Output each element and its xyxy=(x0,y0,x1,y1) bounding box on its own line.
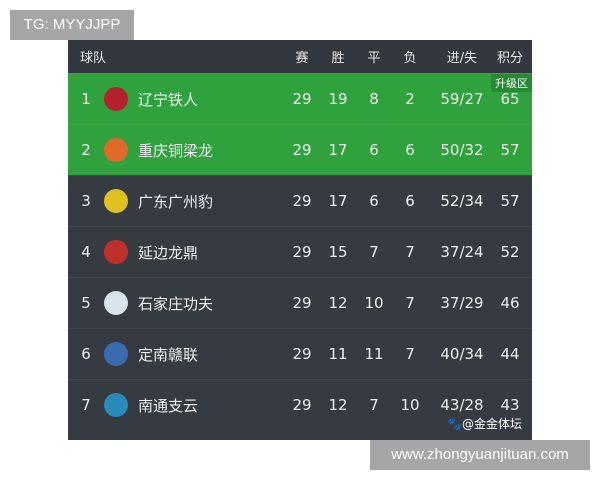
team-name: 定南赣联 xyxy=(138,345,199,364)
goals: 43/28 xyxy=(440,396,484,414)
points: 57 xyxy=(500,192,520,210)
won: 11 xyxy=(328,345,348,363)
team-name: 辽宁铁人 xyxy=(138,90,199,109)
header-goals: 进/失 xyxy=(446,51,478,66)
team-name: 广东广州豹 xyxy=(138,192,214,211)
played: 29 xyxy=(292,396,312,414)
won: 12 xyxy=(328,396,348,414)
points: 44 xyxy=(500,345,520,363)
team-logo-icon xyxy=(102,278,130,328)
lost: 7 xyxy=(405,345,415,363)
rank: 4 xyxy=(81,243,91,261)
points: 43 xyxy=(500,396,520,414)
team-logo-icon xyxy=(102,227,130,277)
team-name: 石家庄功夫 xyxy=(138,294,214,313)
table-row[interactable]: 升级区 1 辽宁铁人 29 19 8 2 59/27 65 xyxy=(68,73,532,124)
goals: 37/24 xyxy=(440,243,484,261)
points: 46 xyxy=(500,294,520,312)
won: 12 xyxy=(328,294,348,312)
won: 19 xyxy=(328,90,348,108)
goals: 52/34 xyxy=(440,192,484,210)
drawn: 7 xyxy=(369,243,379,261)
won: 17 xyxy=(328,141,348,159)
table-row[interactable]: 4 延边龙鼎 29 15 7 7 37/24 52 xyxy=(68,226,532,277)
goals: 50/32 xyxy=(440,141,484,159)
drawn: 6 xyxy=(369,141,379,159)
standings-table: 球队 赛 胜 平 负 进/失 积分 升级区 1 辽宁铁人 29 19 8 2 59… xyxy=(68,40,532,440)
team-logo-icon xyxy=(102,74,130,124)
lost: 7 xyxy=(405,243,415,261)
header-lost: 负 xyxy=(403,51,417,66)
table-row[interactable]: 2 重庆铜梁龙 29 17 6 6 50/32 57 xyxy=(68,124,532,175)
lost: 6 xyxy=(405,141,415,159)
played: 29 xyxy=(292,141,312,159)
points: 57 xyxy=(500,141,520,159)
goals: 40/34 xyxy=(440,345,484,363)
header-points: 积分 xyxy=(496,51,523,66)
played: 29 xyxy=(292,192,312,210)
site-overlay: www.zhongyuanjituan.com xyxy=(370,440,590,470)
header-played: 赛 xyxy=(295,51,309,66)
played: 29 xyxy=(292,294,312,312)
header-won: 胜 xyxy=(331,51,345,66)
table-header: 球队 赛 胜 平 负 进/失 积分 xyxy=(68,40,532,73)
drawn: 7 xyxy=(369,396,379,414)
points: 65 xyxy=(500,90,520,108)
lost: 7 xyxy=(405,294,415,312)
team-name: 南通支云 xyxy=(138,396,199,415)
table-row[interactable]: 5 石家庄功夫 29 12 10 7 37/29 46 xyxy=(68,277,532,328)
rank: 2 xyxy=(81,141,91,159)
rank: 1 xyxy=(81,90,91,108)
played: 29 xyxy=(292,243,312,261)
drawn: 6 xyxy=(369,192,379,210)
team-logo-icon xyxy=(102,329,130,379)
lost: 10 xyxy=(400,396,420,414)
team-name: 延边龙鼎 xyxy=(138,243,199,262)
promotion-badge: 升级区 xyxy=(491,74,532,92)
team-logo-icon xyxy=(102,380,130,430)
header-team: 球队 xyxy=(80,51,107,66)
played: 29 xyxy=(292,345,312,363)
drawn: 11 xyxy=(364,345,384,363)
rank: 5 xyxy=(81,294,91,312)
drawn: 8 xyxy=(369,90,379,108)
goals: 59/27 xyxy=(440,90,484,108)
team-logo-icon xyxy=(102,125,130,175)
lost: 2 xyxy=(405,90,415,108)
lost: 6 xyxy=(405,192,415,210)
rank: 7 xyxy=(81,396,91,414)
rank: 3 xyxy=(81,192,91,210)
team-logo-icon xyxy=(102,176,130,226)
won: 17 xyxy=(328,192,348,210)
team-name: 重庆铜梁龙 xyxy=(138,141,214,160)
tg-overlay: TG: MYYJJPP xyxy=(10,10,134,40)
table-row[interactable]: 6 定南赣联 29 11 11 7 40/34 44 xyxy=(68,328,532,379)
table-row[interactable]: 3 广东广州豹 29 17 6 6 52/34 57 xyxy=(68,175,532,226)
points: 52 xyxy=(500,243,520,261)
rank: 6 xyxy=(81,345,91,363)
goals: 37/29 xyxy=(440,294,484,312)
header-drawn: 平 xyxy=(367,51,381,66)
won: 15 xyxy=(328,243,348,261)
watermark: 🐾@金金体坛 xyxy=(447,417,522,431)
played: 29 xyxy=(292,90,312,108)
drawn: 10 xyxy=(364,294,384,312)
table-row[interactable]: 7 南通支云 29 12 7 10 43/28 43 xyxy=(68,379,532,430)
